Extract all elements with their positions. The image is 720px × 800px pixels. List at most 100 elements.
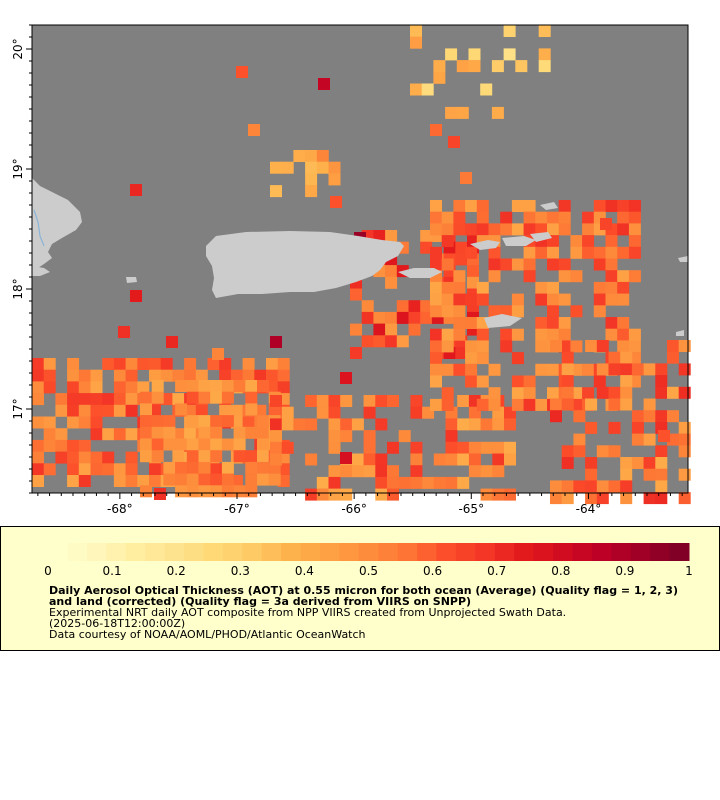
aot-cell (620, 457, 633, 469)
aot-cell (511, 375, 524, 388)
colorbar-swatch (319, 543, 340, 561)
aot-cell (130, 290, 142, 302)
aot-cell (210, 415, 223, 428)
aot-cell (328, 161, 341, 174)
colorbar-swatch (203, 543, 224, 561)
aot-cell (620, 398, 633, 411)
aot-cell (67, 358, 80, 370)
aot-cell (547, 363, 559, 376)
aot-cell (363, 395, 376, 407)
aot-cell (328, 430, 341, 443)
aot-cell (523, 375, 536, 388)
aot-cell (593, 293, 606, 306)
colorbar-tick-label: 0.5 (359, 564, 378, 578)
y-tick-label: 19° (11, 158, 25, 179)
st-croix-island (484, 314, 522, 328)
aot-cell (32, 369, 44, 382)
aot-cell (430, 375, 442, 388)
aot-cell (538, 60, 551, 73)
aot-cell (558, 293, 571, 306)
colorbar-swatch (48, 543, 68, 561)
aot-cell (328, 395, 341, 407)
aot-cell (410, 36, 422, 49)
aot-cell (678, 386, 691, 399)
aot-cell (67, 439, 80, 452)
aot-cell (163, 415, 176, 428)
aot-cell (198, 426, 211, 439)
aot-cell (476, 281, 489, 294)
aot-cell (140, 391, 152, 404)
aot-cell (387, 476, 399, 489)
aot-cell (221, 473, 234, 486)
aot-cell (491, 106, 504, 119)
aot-cell (277, 369, 290, 382)
aot-cell (330, 196, 342, 208)
y-tick-label: 18° (11, 278, 25, 299)
aot-cell (351, 453, 364, 466)
aot-cell (172, 393, 185, 406)
aot-cell (550, 480, 562, 493)
aot-cell (535, 328, 548, 341)
aot-cell (535, 246, 548, 259)
aot-cell (491, 60, 504, 73)
aot-cell (175, 485, 188, 498)
aot-cell (456, 60, 469, 73)
aot-cell (184, 358, 197, 370)
aot-cell (140, 450, 152, 463)
aot-cell (140, 426, 152, 439)
aot-cell (488, 270, 501, 283)
aot-cell (511, 223, 524, 236)
y-tick-label: 20° (11, 38, 25, 59)
aot-cell (605, 246, 618, 259)
aot-cell (453, 270, 466, 283)
colorbar-tick-label: 0 (44, 564, 52, 578)
aot-cell (245, 485, 258, 498)
aot-cell (570, 340, 583, 353)
aot-cell (480, 418, 493, 431)
aot-cell (78, 463, 91, 476)
colorbar-tick-label: 1 (685, 564, 693, 578)
aot-cell (655, 492, 668, 505)
colorbar-swatch (553, 543, 573, 561)
aot-cell (186, 415, 199, 428)
aot-cell (67, 393, 80, 406)
colorbar-tick-label: 0.2 (167, 564, 186, 578)
aot-cell (523, 270, 536, 283)
colorbar-swatch (455, 543, 476, 561)
aot-cell (385, 265, 398, 278)
aot-cell (257, 461, 269, 474)
aot-cell (254, 404, 267, 417)
aot-cell (221, 485, 234, 498)
aot-cell (593, 375, 606, 388)
aot-cell (561, 351, 574, 364)
colorbar-tick-label: 0.3 (231, 564, 250, 578)
aot-cell (210, 391, 223, 404)
aot-cell (480, 488, 493, 501)
aot-cell (221, 391, 234, 404)
aot-cell (125, 404, 138, 417)
aot-cell (221, 415, 234, 428)
aot-cell (270, 453, 282, 466)
aot-cell (305, 453, 318, 466)
legend-panel: 0 0.1 0.2 0.3 0.4 0.5 0.6 0.7 0.8 0.9 1 Daily Aero… (0, 526, 720, 651)
legend-time-line: (2025-06-18T12:00:00Z) (49, 617, 186, 630)
aot-cell (78, 416, 91, 429)
aot-cell (430, 340, 442, 353)
aot-cell (316, 406, 329, 419)
aot-cell (441, 340, 454, 353)
colorbar-swatch (358, 543, 379, 561)
colorbar-swatches (48, 543, 690, 561)
aot-cell (305, 173, 318, 186)
aot-cell (375, 453, 388, 466)
aot-cell (316, 150, 329, 162)
aot-cell (547, 387, 559, 400)
aot-cell (421, 83, 434, 96)
colorbar-tick-label: 0.8 (551, 564, 570, 578)
x-tick-label: -67° (224, 502, 250, 516)
aot-cell (504, 418, 516, 431)
aot-cell (535, 317, 548, 329)
colorbar-swatch (591, 543, 612, 561)
aot-cell (373, 311, 386, 324)
aot-cell (628, 200, 641, 212)
aot-cell (387, 488, 399, 501)
